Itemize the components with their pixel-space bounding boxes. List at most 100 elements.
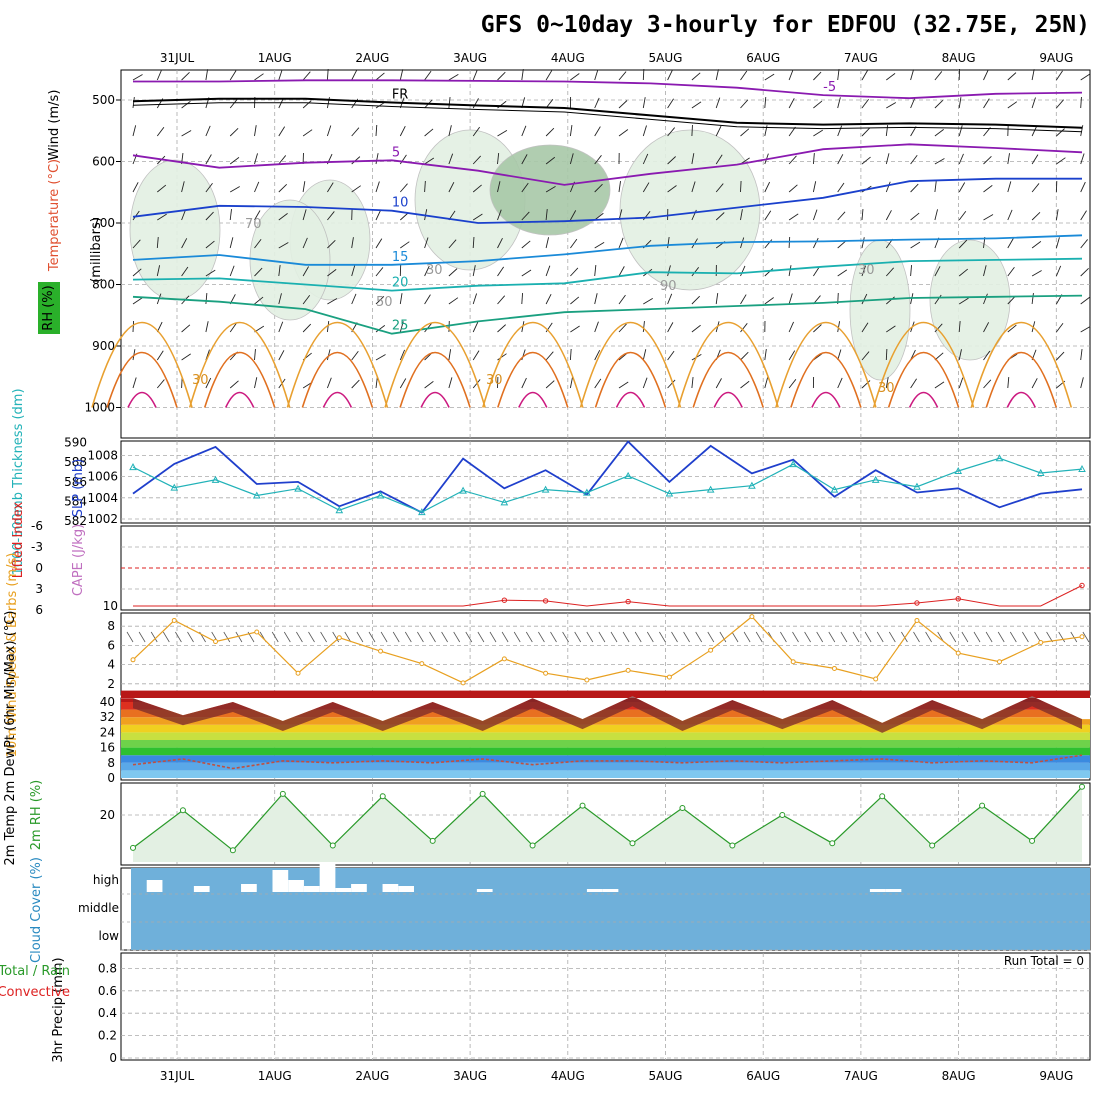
wind-barb xyxy=(643,297,653,305)
wind-barb xyxy=(545,265,551,277)
high-cloud-bar xyxy=(319,862,336,892)
y-tick-label: 8 xyxy=(107,756,115,770)
wind-barb xyxy=(788,184,798,193)
warm-isotherm xyxy=(615,391,646,408)
rh-point xyxy=(279,790,286,797)
wind-barb xyxy=(326,68,329,81)
top-date-label: 31JUL xyxy=(160,51,195,65)
wind-barb xyxy=(278,350,285,361)
rh-axis-label: RH (%) xyxy=(41,285,56,330)
thickness-point xyxy=(294,484,302,492)
wind-barb xyxy=(934,181,937,193)
wind-barb xyxy=(1007,153,1010,165)
wind-barb xyxy=(229,237,234,249)
lifted-index-point xyxy=(542,598,549,604)
wind-barb xyxy=(885,377,889,389)
wind-barb xyxy=(861,98,869,109)
thickness-point xyxy=(830,485,839,493)
wind-barb xyxy=(254,238,262,249)
wind-barb xyxy=(132,297,143,305)
wind-barb xyxy=(399,321,404,333)
wind-barb xyxy=(132,182,139,193)
wind-barb xyxy=(788,379,797,389)
panel-frame-ua xyxy=(120,69,1091,439)
wind-barb xyxy=(545,185,556,193)
wind-barb xyxy=(852,631,860,643)
rh-point xyxy=(329,842,336,849)
thickness-point xyxy=(954,466,963,475)
y-tick-label: 8 xyxy=(107,619,115,633)
wind-barb xyxy=(594,126,601,137)
wind-barb xyxy=(840,631,848,643)
wind-barb xyxy=(497,295,506,305)
wind-barb xyxy=(229,70,237,81)
wind-barb xyxy=(812,237,819,249)
wind-barb xyxy=(574,631,582,643)
wind-speed-point xyxy=(419,661,425,667)
wind-barb xyxy=(562,631,569,643)
warm-isotherm xyxy=(482,321,584,408)
wind-barb xyxy=(958,125,963,137)
wind-barb xyxy=(1007,72,1017,81)
rh-point xyxy=(629,840,636,847)
wind-barb xyxy=(326,377,332,389)
wind-barb xyxy=(375,377,378,389)
thickness-point xyxy=(995,454,1004,462)
wind-barb xyxy=(885,348,888,361)
high-cloud-bar xyxy=(382,884,399,892)
wind-speed-point xyxy=(295,670,301,676)
top-date-label: 5AUG xyxy=(649,51,683,65)
wind-barb xyxy=(667,293,673,305)
wind-barb xyxy=(983,69,989,81)
wind-barb xyxy=(448,377,453,389)
wind-barb xyxy=(399,154,407,165)
wind-barb xyxy=(1009,631,1017,643)
wind-barb xyxy=(181,209,186,221)
wind-barb xyxy=(497,237,503,249)
wind-barb xyxy=(885,125,889,137)
temperature-band xyxy=(121,762,1090,771)
y-tick-label: 588 xyxy=(64,455,87,469)
wind-barb xyxy=(497,209,502,221)
wind-barb xyxy=(156,69,163,81)
isotherm-label: 10 xyxy=(392,196,409,211)
wind-barb xyxy=(326,125,332,137)
wind-barb xyxy=(375,354,386,361)
wind-barb xyxy=(837,154,844,165)
wind-barb xyxy=(399,349,406,361)
warm-isotherm xyxy=(420,391,450,408)
wind-barb xyxy=(715,97,721,109)
wind-barb xyxy=(958,297,969,305)
thickness-point xyxy=(789,460,798,468)
wind-barb xyxy=(1031,97,1036,109)
wind-barb xyxy=(586,631,594,643)
wind-barb xyxy=(886,73,896,81)
wind-barb xyxy=(1080,181,1086,193)
wind-barb xyxy=(594,349,601,361)
wind-barb xyxy=(513,631,521,643)
cape-axis-label: CAPE (J/kg) xyxy=(71,524,86,596)
wind-barb xyxy=(404,631,412,643)
isotherm-label: 25 xyxy=(392,319,409,334)
bottom-date-label: 4AUG xyxy=(551,1069,585,1083)
wind-barb xyxy=(375,72,385,81)
thickness-point xyxy=(417,508,426,516)
wind-barb xyxy=(521,377,527,389)
thickness-point xyxy=(1036,468,1045,476)
wind-barb xyxy=(642,349,647,361)
isotherm-label: 20 xyxy=(392,276,409,291)
wind-barb xyxy=(997,631,1005,643)
wind-barb xyxy=(719,631,727,643)
y-tick-label: 24 xyxy=(100,725,115,739)
wind-barb xyxy=(934,129,944,137)
bottom-date-axis: 31JUL 1AUG 2AUG 3AUG 4AUG 5AUG 6AUG 7AUG 8AUG 9AU… xyxy=(160,1069,1073,1083)
wind-barb xyxy=(1031,125,1038,137)
lifted-index-point xyxy=(625,598,631,605)
wind-barb xyxy=(618,323,627,333)
temperature-mask xyxy=(121,696,1090,723)
isotherm-line xyxy=(132,97,1083,129)
wind-barb xyxy=(302,237,308,249)
wind-barb xyxy=(545,70,553,81)
y-tick-label: middle xyxy=(78,901,119,915)
rh-contour-label: 30 xyxy=(858,263,875,278)
